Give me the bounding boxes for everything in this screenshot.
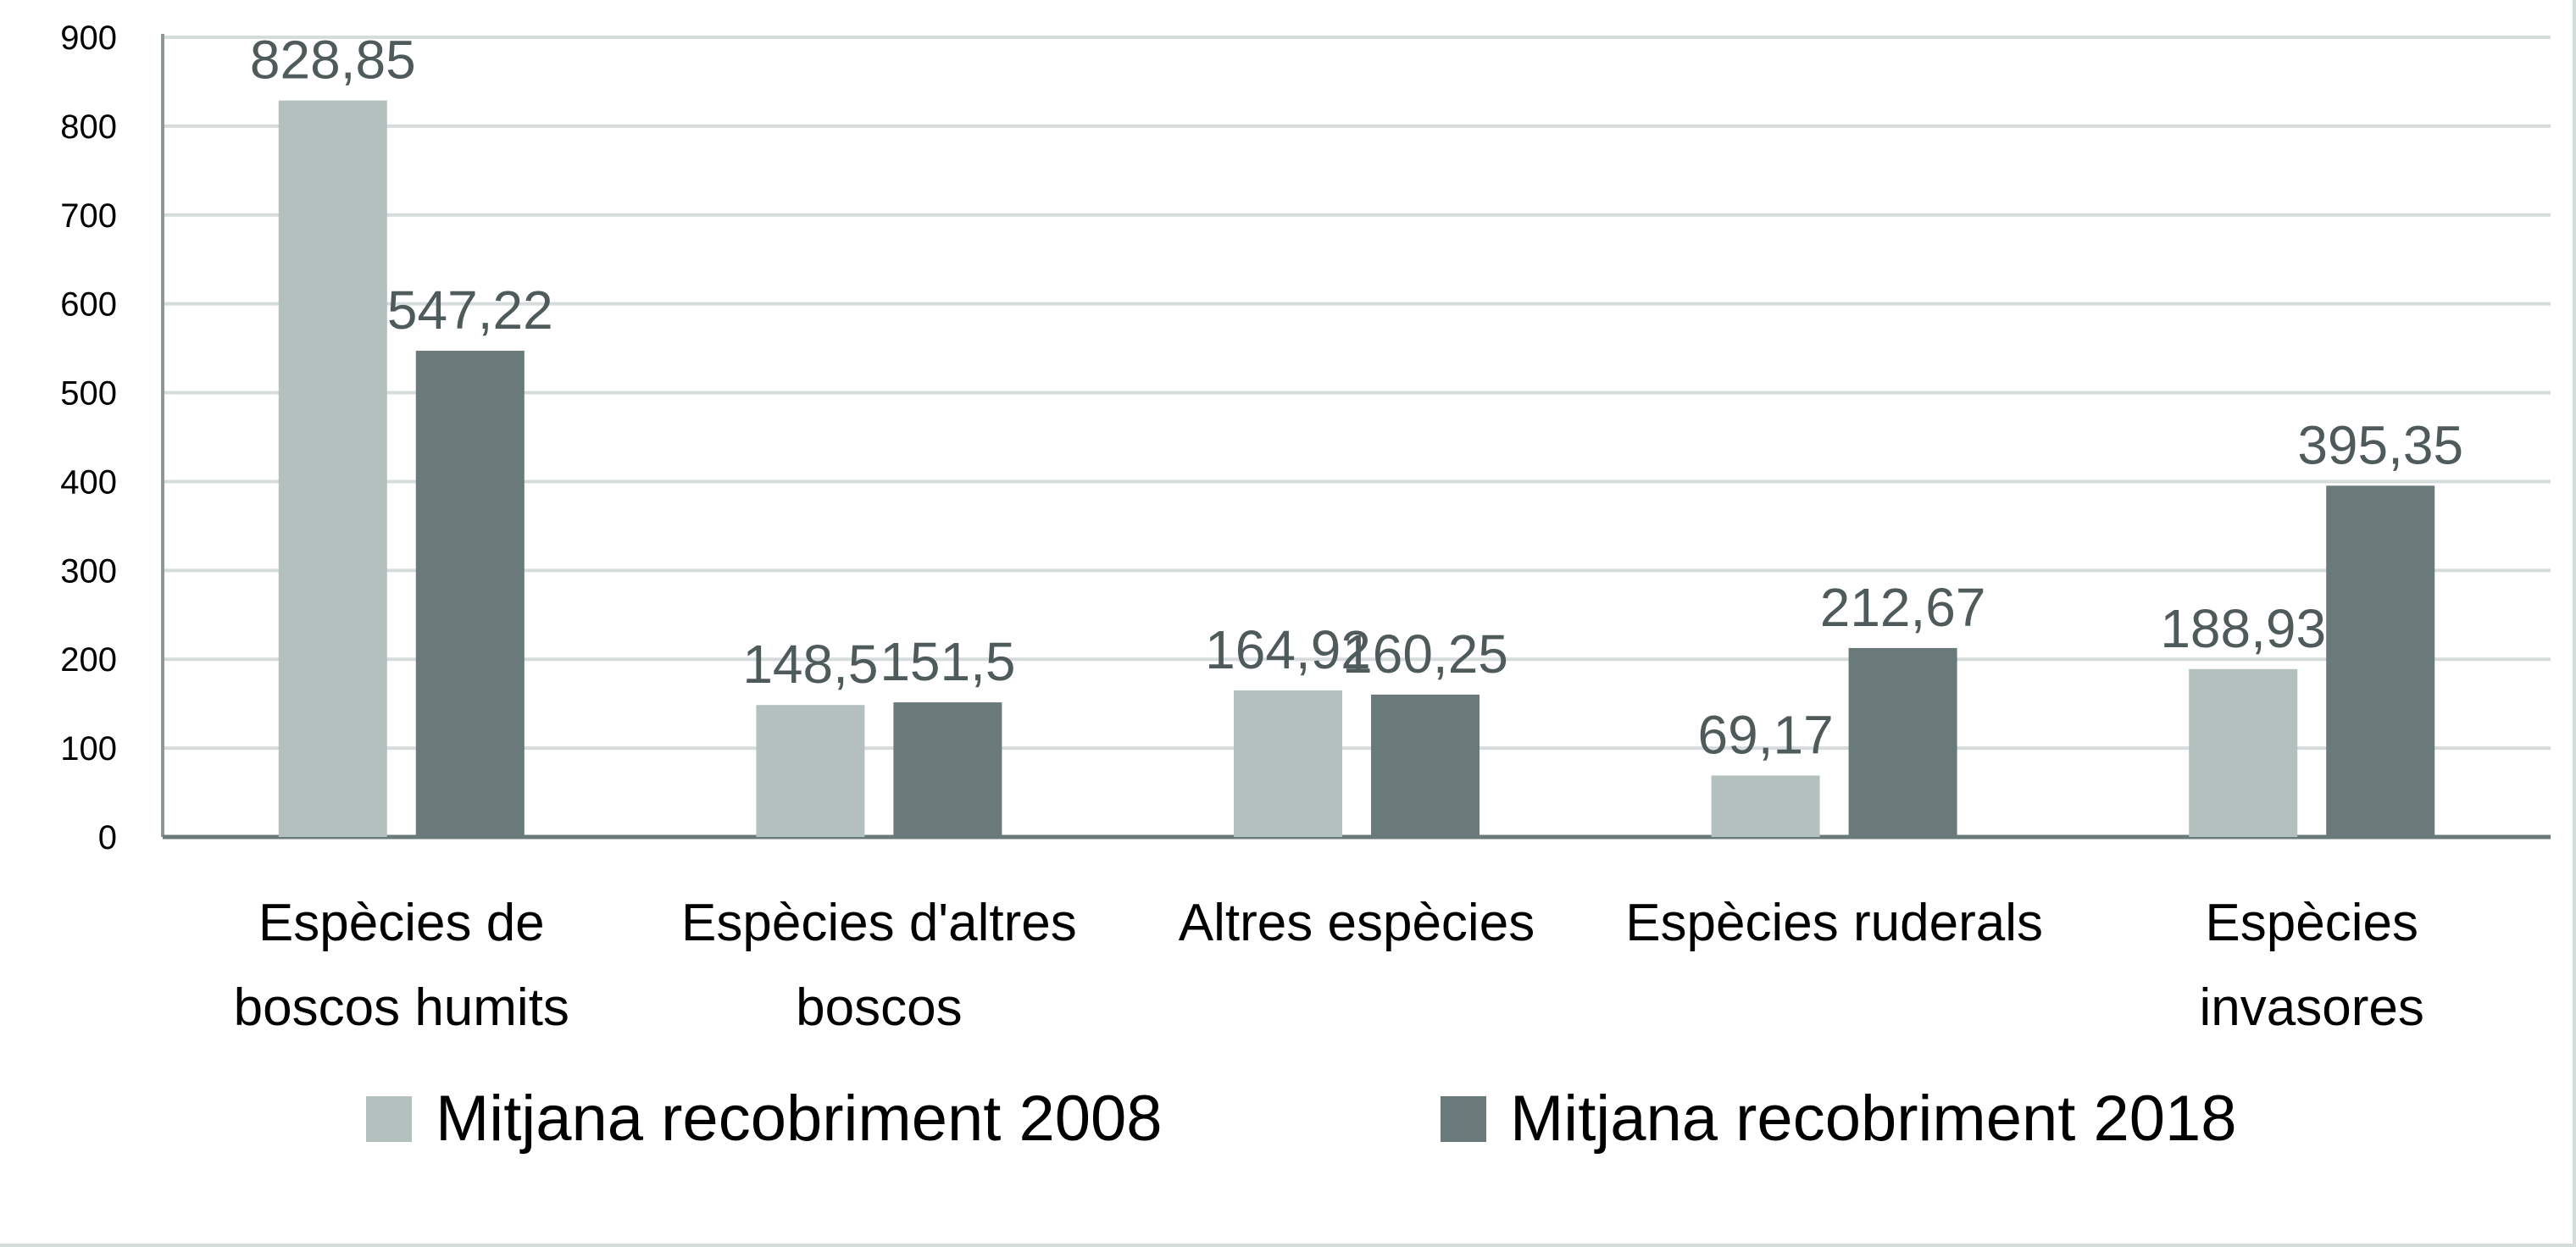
y-tick-label: 200 <box>60 641 117 679</box>
y-tick-label: 400 <box>60 463 117 501</box>
y-tick-label: 500 <box>60 375 117 413</box>
y-tick-label: 600 <box>60 286 117 324</box>
data-label: 828,85 <box>250 30 416 91</box>
bar-2018 <box>2326 485 2435 837</box>
category-label: Espècies <box>2205 894 2418 952</box>
bar-2018 <box>1848 647 1957 837</box>
y-tick-label: 100 <box>60 730 117 768</box>
category-label: Altres espècies <box>1179 894 1535 952</box>
data-label: 164,92 <box>1205 619 1371 680</box>
category-labels: Espècies de boscos humits Espècies d'altre… <box>234 894 2424 1037</box>
category-label: boscos <box>796 978 962 1037</box>
category-label: Espècies de <box>258 894 545 952</box>
legend-swatch <box>1441 1096 1486 1142</box>
category-label: Espècies ruderals <box>1625 894 2043 952</box>
bar-2008 <box>1711 775 1820 837</box>
bar-2018 <box>1371 694 1480 837</box>
data-label: 69,17 <box>1698 704 1834 765</box>
bar-2008 <box>756 705 865 837</box>
bar-2018 <box>893 702 1002 837</box>
data-label: 188,93 <box>2160 598 2326 659</box>
category-label: invasores <box>2200 978 2424 1037</box>
legend-swatch <box>366 1096 412 1142</box>
data-label: 212,67 <box>1820 577 1986 638</box>
data-label: 148,5 <box>742 634 878 695</box>
y-tick-label: 800 <box>60 108 117 146</box>
y-axis-ticks: 0 100 200 300 400 500 600 700 800 900 <box>60 19 117 856</box>
data-label: 547,22 <box>387 280 553 341</box>
bars <box>278 100 2435 838</box>
legend: Mitjana recobriment 2008 Mitjana recobrim… <box>366 1083 2237 1155</box>
bar-2008 <box>1234 690 1342 837</box>
bar-2008 <box>278 100 387 838</box>
category-label: Espècies d'altres <box>681 894 1077 952</box>
y-tick-label: 300 <box>60 552 117 590</box>
data-label: 395,35 <box>2297 414 2463 475</box>
bar-2018 <box>415 351 525 838</box>
data-label: 160,25 <box>1342 624 1508 684</box>
y-tick-label: 0 <box>98 819 117 856</box>
data-label: 151,5 <box>880 631 1015 692</box>
category-label: boscos humits <box>234 978 569 1037</box>
legend-label: Mitjana recobriment 2018 <box>1510 1083 2237 1155</box>
legend-label: Mitjana recobriment 2008 <box>436 1083 1163 1155</box>
y-tick-label: 700 <box>60 197 117 235</box>
y-tick-label: 900 <box>60 19 117 57</box>
bar-2008 <box>2189 668 2298 837</box>
gridlines <box>163 36 2551 751</box>
